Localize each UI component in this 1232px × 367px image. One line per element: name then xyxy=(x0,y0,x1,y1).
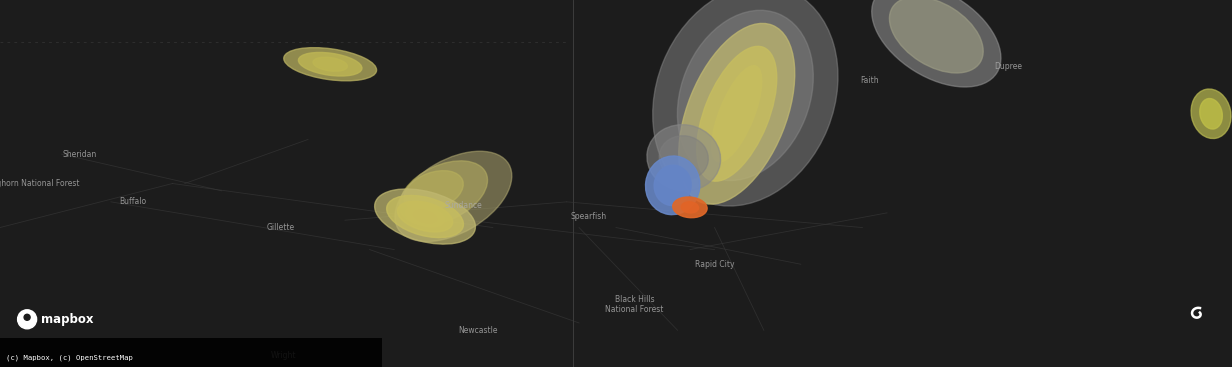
Circle shape xyxy=(25,314,30,320)
Ellipse shape xyxy=(678,10,813,181)
Text: mapbox: mapbox xyxy=(41,313,94,326)
Ellipse shape xyxy=(395,151,511,241)
Text: Spearfish: Spearfish xyxy=(570,212,607,221)
Ellipse shape xyxy=(681,202,699,213)
Ellipse shape xyxy=(654,165,691,206)
Ellipse shape xyxy=(313,57,347,71)
Ellipse shape xyxy=(375,189,476,244)
Text: Faith: Faith xyxy=(860,76,880,85)
Ellipse shape xyxy=(399,161,488,225)
Ellipse shape xyxy=(679,23,795,204)
Text: Dupree: Dupree xyxy=(994,62,1021,70)
Ellipse shape xyxy=(712,66,761,162)
Text: Bighorn National Forest: Bighorn National Forest xyxy=(0,179,80,188)
Text: Gillette: Gillette xyxy=(267,223,294,232)
Ellipse shape xyxy=(647,125,721,191)
Circle shape xyxy=(17,310,37,329)
Ellipse shape xyxy=(659,136,708,180)
Ellipse shape xyxy=(404,171,463,211)
Ellipse shape xyxy=(646,156,700,215)
Ellipse shape xyxy=(423,215,428,218)
Ellipse shape xyxy=(653,0,838,206)
Ellipse shape xyxy=(1200,98,1222,129)
FancyBboxPatch shape xyxy=(0,338,382,367)
Text: Sundance: Sundance xyxy=(445,201,482,210)
Text: Black Hills
National Forest: Black Hills National Forest xyxy=(605,295,664,314)
Text: Rapid City: Rapid City xyxy=(695,260,734,269)
Text: Sheridan: Sheridan xyxy=(63,150,97,159)
Ellipse shape xyxy=(405,206,445,227)
Ellipse shape xyxy=(387,196,463,237)
Ellipse shape xyxy=(413,210,437,224)
Ellipse shape xyxy=(398,201,452,232)
Text: Newcastle: Newcastle xyxy=(458,326,498,335)
Ellipse shape xyxy=(697,46,776,181)
Ellipse shape xyxy=(890,0,983,73)
Ellipse shape xyxy=(1191,89,1231,138)
Text: Wright: Wright xyxy=(271,352,296,360)
Text: (c) Mapbox, (c) OpenStreetMap: (c) Mapbox, (c) OpenStreetMap xyxy=(6,355,133,361)
Ellipse shape xyxy=(283,48,377,81)
Ellipse shape xyxy=(298,52,362,76)
Ellipse shape xyxy=(673,197,707,218)
Text: Buffalo: Buffalo xyxy=(120,197,147,206)
Ellipse shape xyxy=(419,213,431,220)
Ellipse shape xyxy=(872,0,1000,87)
